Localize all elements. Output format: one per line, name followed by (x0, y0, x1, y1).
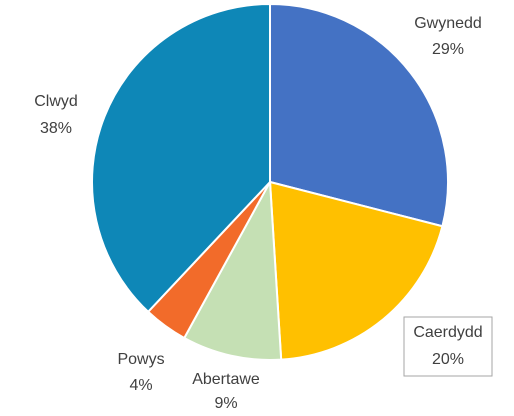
label-box (25, 86, 87, 145)
data-label-value: 9% (214, 395, 237, 412)
data-label-name: Abertawe (192, 371, 260, 388)
data-label-name: Powys (117, 351, 164, 368)
data-label-value: 29% (432, 41, 464, 58)
pie-slice (91, 2, 271, 314)
label-box (182, 364, 270, 416)
pie-slice (268, 180, 444, 361)
data-label-value: 20% (432, 351, 464, 368)
data-label-name: Clwyd (34, 93, 78, 110)
data-label-name: Caerdydd (413, 324, 482, 341)
label-box (110, 344, 172, 402)
data-label-value: 4% (129, 377, 152, 394)
data-label-value: 38% (40, 120, 72, 137)
label-box (408, 8, 488, 66)
pie-slice (182, 178, 283, 361)
data-label-name: Gwynedd (414, 15, 482, 32)
pie-slice (269, 2, 449, 228)
label-box (403, 316, 493, 377)
